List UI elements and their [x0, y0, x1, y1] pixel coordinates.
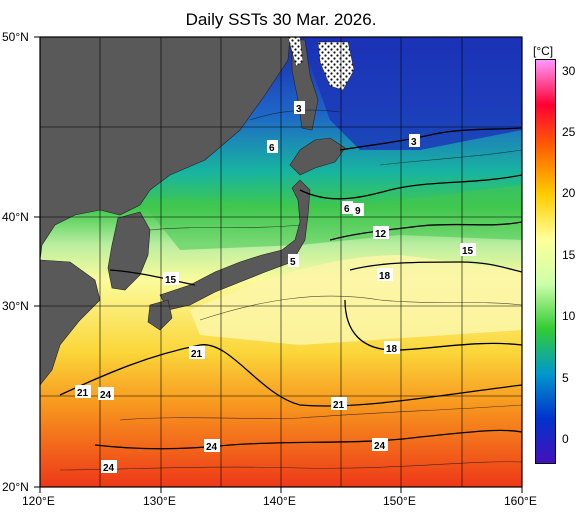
isotherm-24 — [94, 429, 522, 450]
lat-label-40: 40°N — [2, 210, 29, 224]
land-japan-hokkaido — [289, 137, 346, 176]
contour-label-21a: 21 — [189, 346, 205, 360]
contour-label-9: 9 — [353, 203, 364, 217]
colorbar — [535, 59, 556, 464]
lon-label-140: 140°E — [263, 494, 296, 508]
lat-label-50: 50°N — [2, 30, 29, 44]
contour-label-15b: 15 — [460, 243, 476, 257]
contour-label-24d: 24 — [101, 460, 117, 474]
svg-text:24: 24 — [103, 463, 115, 474]
isotherm-3 — [339, 127, 522, 151]
svg-text:6: 6 — [269, 143, 275, 154]
contour-label-3a: 3 — [294, 101, 305, 115]
colorbar-tick-0: 0 — [562, 432, 569, 446]
svg-text:21: 21 — [77, 388, 89, 399]
colorbar-tick-30: 30 — [562, 64, 576, 78]
colorbar-tick-10: 10 — [562, 309, 576, 323]
svg-text:24: 24 — [374, 441, 386, 452]
svg-text:21: 21 — [333, 400, 345, 411]
isotherm-12 — [329, 221, 522, 241]
green-band — [140, 185, 522, 250]
warm-water-patch — [190, 255, 522, 345]
contour-label-3b: 3 — [409, 134, 420, 148]
contour-label-24a: 24 — [98, 387, 114, 401]
lat-label-20: 20°N — [2, 480, 29, 494]
svg-text:5: 5 — [290, 257, 296, 268]
land-asia — [40, 37, 291, 261]
svg-text:24: 24 — [206, 442, 218, 453]
map-title: Daily SSTs 30 Mar. 2026. — [185, 10, 377, 29]
contour-label-24b: 24 — [204, 439, 220, 453]
lon-label-150: 150°E — [383, 494, 416, 508]
cold-water-patch — [300, 37, 522, 150]
colorbar-tick-25: 25 — [562, 125, 576, 139]
lon-label-130: 130°E — [143, 494, 176, 508]
contour-label-15a: 15 — [163, 272, 179, 286]
svg-text:3: 3 — [296, 104, 302, 115]
svg-text:18: 18 — [386, 344, 398, 355]
svg-text:24: 24 — [100, 390, 112, 401]
contour-label-6a: 6 — [267, 140, 278, 154]
land-japan-honshu — [159, 179, 311, 311]
lon-label-160: 160°E — [504, 494, 537, 508]
contour-label-24c: 24 — [372, 438, 388, 452]
lat-label-30: 30°N — [2, 299, 29, 313]
contour-label-21c: 21 — [331, 397, 347, 411]
land-china-coast — [40, 259, 101, 386]
svg-text:18: 18 — [379, 271, 391, 282]
svg-text:12: 12 — [375, 229, 387, 240]
svg-text:9: 9 — [355, 206, 361, 217]
svg-text:15: 15 — [462, 246, 474, 257]
svg-text:21: 21 — [191, 349, 203, 360]
colorbar-tick-5: 5 — [562, 371, 569, 385]
svg-text:3: 3 — [411, 137, 417, 148]
svg-text:6: 6 — [344, 204, 350, 215]
contour-label-12: 12 — [373, 226, 389, 240]
colorbar-unit: [°C] — [533, 44, 554, 58]
contour-label-5: 5 — [288, 254, 299, 268]
isotherm-18 — [349, 261, 522, 273]
isotherm-6 — [299, 174, 522, 200]
colorbar-tick-15: 15 — [562, 248, 576, 262]
contour-label-21b: 21 — [75, 385, 91, 399]
svg-text:15: 15 — [165, 275, 177, 286]
contour-label-6b: 6 — [342, 201, 353, 215]
isotherm-18b — [344, 299, 522, 351]
contour-label-18b: 18 — [384, 341, 400, 355]
land-japan-kyushu — [147, 299, 173, 331]
sea-ice — [287, 37, 355, 91]
colorbar-tick-20: 20 — [562, 186, 576, 200]
isotherm-15 — [109, 269, 196, 286]
isotherm-21 — [59, 344, 522, 407]
lon-label-120: 120°E — [22, 494, 55, 508]
contour-label-18a: 18 — [377, 268, 393, 282]
